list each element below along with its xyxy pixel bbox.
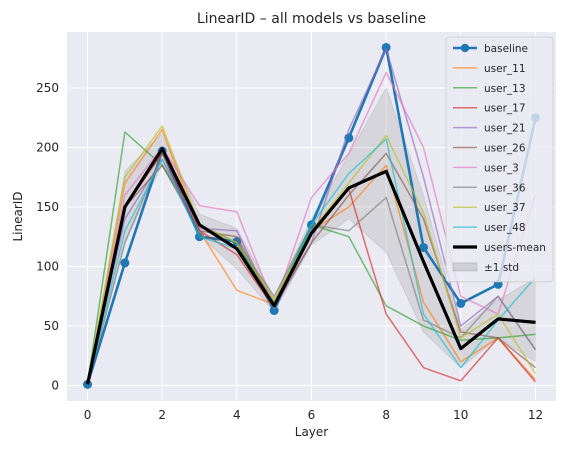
tick-labels: 0 2 4 6 8 10 12 0 50 100 150 200 250 xyxy=(36,81,543,422)
y-tick-label: 100 xyxy=(36,259,59,273)
baseline-point xyxy=(232,236,242,246)
legend-entry-label: user_13 xyxy=(484,83,526,95)
x-tick-label: 8 xyxy=(382,408,390,422)
legend-entry-label: users-mean xyxy=(484,242,546,254)
legend-entry-label: user_17 xyxy=(484,103,526,115)
legend-entry-label: ±1 std xyxy=(484,262,519,274)
x-axis-label: Layer xyxy=(295,425,329,439)
x-tick-label: 0 xyxy=(84,408,92,422)
baseline-point xyxy=(120,258,130,268)
x-tick-label: 10 xyxy=(453,408,468,422)
series-layer xyxy=(83,42,540,389)
y-tick-label: 0 xyxy=(51,379,59,393)
series-line-user-26 xyxy=(86,152,536,385)
baseline-point xyxy=(381,42,391,52)
y-tick-label: 150 xyxy=(36,200,59,214)
baseline-point xyxy=(269,306,279,316)
legend-entry-label: user_37 xyxy=(484,202,526,214)
legend-entry-label: user_36 xyxy=(484,182,526,194)
baseline-point xyxy=(83,379,93,389)
legend-entry-label: user_48 xyxy=(484,222,526,234)
series-line-user-48 xyxy=(86,138,537,385)
y-tick-label: 200 xyxy=(36,140,59,154)
x-tick-label: 12 xyxy=(528,408,543,422)
x-tick-label: 4 xyxy=(233,408,241,422)
legend-box xyxy=(445,36,554,283)
x-tick-label: 2 xyxy=(158,408,166,422)
legend: baseline user_11 user_13 user_17 user_21user… xyxy=(445,36,554,283)
legend-handle xyxy=(452,262,478,272)
legend-entry-label: baseline xyxy=(484,43,528,55)
legend-marker xyxy=(460,43,470,53)
legend-entry-label: user_26 xyxy=(484,143,526,155)
legend-entry-label: user_11 xyxy=(484,63,526,75)
y-tick-label: 50 xyxy=(44,319,59,333)
x-tick-label: 6 xyxy=(308,408,316,422)
baseline-point xyxy=(418,242,428,252)
legend-entry-label: user_3 xyxy=(484,162,519,174)
series-line-users-mean xyxy=(85,147,536,385)
chart-title: LinearID – all models vs baseline xyxy=(197,11,426,27)
y-axis-label: LinearID xyxy=(11,191,25,241)
legend-entry-label: user_21 xyxy=(484,123,526,135)
y-tick-label: 250 xyxy=(36,81,59,95)
baseline-point xyxy=(456,298,466,308)
